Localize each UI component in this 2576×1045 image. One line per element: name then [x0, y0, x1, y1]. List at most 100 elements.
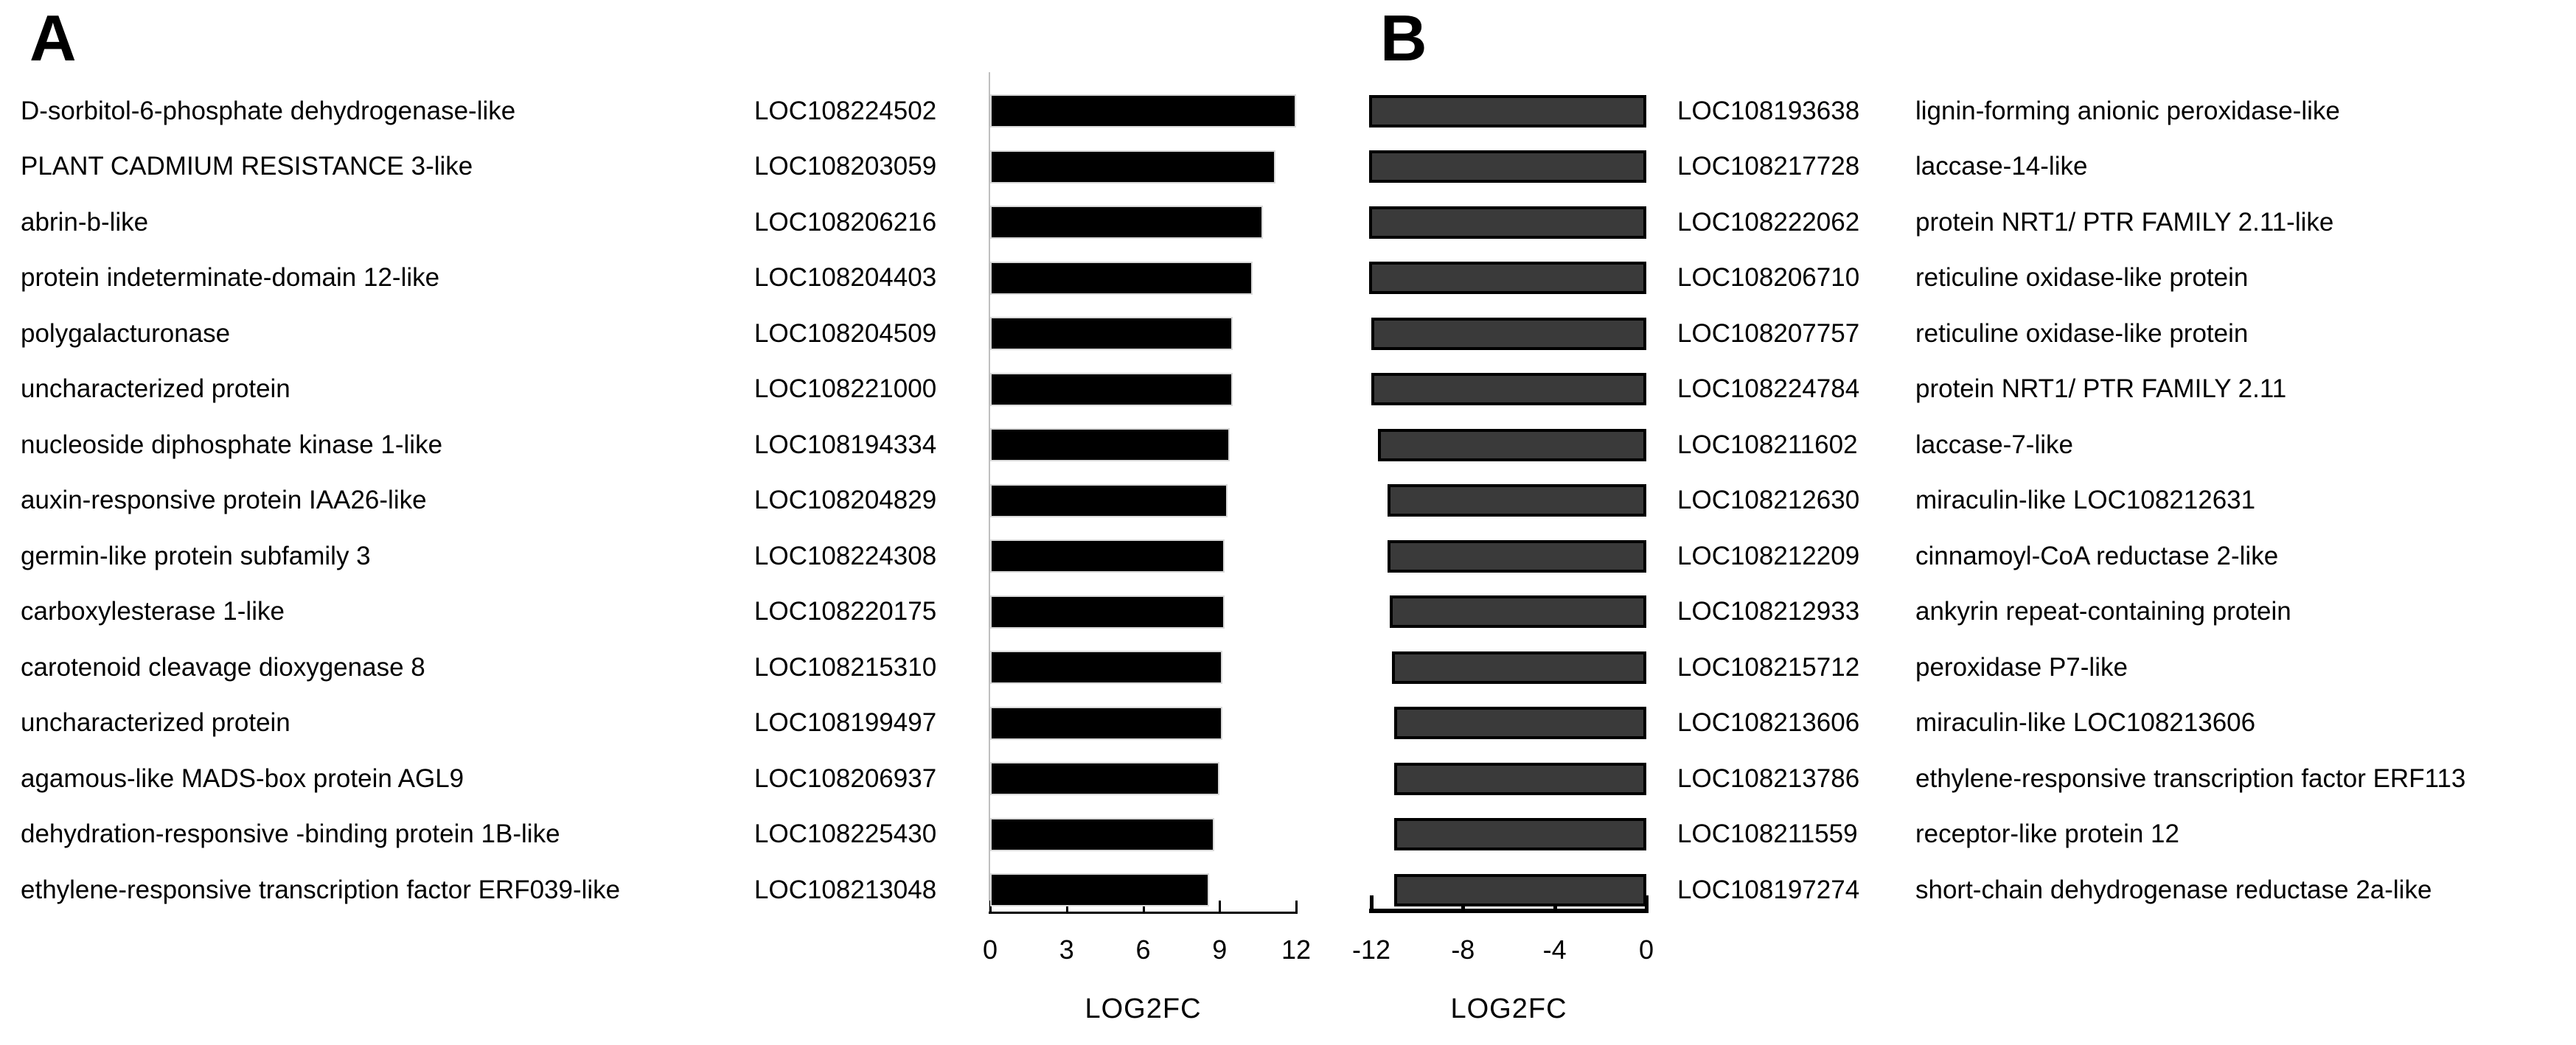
locus-id: LOC108211559 — [1677, 819, 1858, 848]
locus-id: LOC108224308 — [754, 541, 937, 570]
locus-id: LOC108206710 — [1677, 263, 1860, 292]
locus-id: LOC108207757 — [1677, 318, 1860, 348]
x-axis-tick-label: -12 — [1351, 934, 1391, 965]
x-axis-tick-label: 9 — [1212, 934, 1228, 965]
gene-description: germin-like protein subfamily 3 — [21, 541, 371, 570]
gene-description: D-sorbitol-6-phosphate dehydrogenase-lik… — [21, 96, 516, 125]
log2fc-bar — [990, 817, 1215, 851]
log2fc-bar — [990, 317, 1233, 350]
locus-id: LOC108220175 — [754, 597, 937, 626]
gene-description: cinnamoyl-CoA reductase 2-like — [1915, 541, 2279, 570]
x-axis-line — [1369, 909, 1648, 913]
gene-description: uncharacterized protein — [21, 708, 290, 737]
log2fc-bar — [1371, 317, 1646, 350]
gene-description: dehydration-responsive -binding protein … — [21, 819, 560, 848]
locus-id: LOC108194334 — [754, 430, 937, 459]
gene-description: abrin-b-like — [21, 207, 149, 237]
locus-id: LOC108215712 — [1677, 652, 1860, 682]
gene-description: nucleoside diphosphate kinase 1-like — [21, 430, 443, 459]
gene-description: uncharacterized protein — [21, 374, 290, 403]
gene-description: laccase-7-like — [1915, 430, 2073, 459]
log2fc-bar — [990, 150, 1276, 184]
log2fc-bar — [990, 651, 1222, 684]
gene-description: protein NRT1/ PTR FAMILY 2.11 — [1915, 374, 2287, 403]
x-axis-tick-label: -8 — [1451, 934, 1475, 965]
gene-description: carboxylesterase 1-like — [21, 597, 285, 626]
log2fc-bar — [990, 94, 1296, 127]
x-axis-tick — [1370, 895, 1374, 913]
x-axis-tick-label: 0 — [982, 934, 998, 965]
log2fc-bar — [990, 762, 1220, 795]
x-axis-tick — [1219, 901, 1222, 914]
log2fc-bar — [1387, 484, 1646, 517]
log2fc-bar — [1368, 94, 1646, 127]
log2fc-bar — [1387, 539, 1646, 573]
locus-id: LOC108225430 — [754, 819, 937, 848]
x-axis-tick — [1065, 901, 1068, 914]
locus-id: LOC108213606 — [1677, 708, 1860, 737]
gene-description: miraculin-like LOC108212631 — [1915, 486, 2256, 514]
log2fc-bar — [1371, 373, 1646, 405]
panel-b-label: B — [1380, 1, 1427, 74]
locus-id: LOC108212933 — [1677, 597, 1860, 626]
log2fc-bar — [990, 873, 1210, 906]
x-axis-tick-label: 0 — [1638, 934, 1654, 965]
locus-id: LOC108204509 — [754, 318, 937, 348]
log2fc-bar — [990, 595, 1225, 629]
locus-id: LOC108222062 — [1677, 207, 1860, 237]
x-axis-tick-label: 6 — [1135, 934, 1151, 965]
locus-id: LOC108212209 — [1677, 541, 1860, 570]
log2fc-bar — [1368, 150, 1646, 183]
log2fc-bar — [990, 428, 1230, 461]
gene-description: reticuline oxidase-like protein — [1915, 263, 2249, 292]
x-axis-tick-label: -4 — [1542, 934, 1567, 965]
gene-description: carotenoid cleavage dioxygenase 8 — [21, 652, 425, 682]
log2fc-bar — [990, 539, 1225, 573]
x-axis-title: LOG2FC — [1085, 993, 1202, 1024]
locus-id: LOC108204829 — [754, 486, 937, 514]
log2fc-bar — [1378, 428, 1646, 461]
gene-description: ethylene-responsive transcription factor… — [21, 875, 621, 904]
locus-id: LOC108221000 — [754, 374, 937, 403]
locus-id: LOC108217728 — [1677, 152, 1860, 181]
plot-area-left-edge — [989, 72, 990, 913]
log2fc-bar — [990, 706, 1222, 740]
locus-id: LOC108193638 — [1677, 96, 1860, 125]
gene-description: polygalacturonase — [21, 318, 231, 348]
gene-description: ethylene-responsive transcription factor… — [1915, 763, 2466, 793]
log2fc-bar — [1368, 262, 1646, 294]
locus-id: LOC108203059 — [754, 152, 937, 181]
locus-id: LOC108199497 — [754, 708, 937, 737]
log2fc-bar — [1394, 707, 1646, 739]
gene-description: PLANT CADMIUM RESISTANCE 3-like — [21, 152, 473, 181]
gene-description: auxin-responsive protein IAA26-like — [21, 486, 427, 514]
locus-id: LOC108212630 — [1677, 486, 1860, 514]
log2fc-bar — [1391, 651, 1646, 684]
locus-id: LOC108206216 — [754, 207, 937, 237]
log2fc-bar — [1389, 595, 1646, 628]
gene-description: laccase-14-like — [1915, 152, 2088, 181]
log2fc-bar — [990, 206, 1264, 239]
locus-id: LOC108197274 — [1677, 875, 1860, 904]
gene-description: protein NRT1/ PTR FAMILY 2.11-like — [1915, 207, 2334, 237]
x-axis-tick-label: 12 — [1281, 934, 1312, 965]
locus-id: LOC108213048 — [754, 875, 937, 904]
x-axis-tick — [1645, 895, 1649, 913]
gene-description: protein indeterminate-domain 12-like — [21, 263, 440, 292]
x-axis-tick — [989, 901, 992, 914]
x-axis-title: LOG2FC — [1450, 993, 1567, 1024]
log2fc-bar — [990, 372, 1233, 406]
x-axis-tick — [1295, 901, 1298, 914]
locus-id: LOC108206937 — [754, 763, 937, 793]
log2fc-bar — [1394, 762, 1646, 795]
gene-description: ankyrin repeat-containing protein — [1915, 597, 2291, 626]
log2fc-bar — [1394, 873, 1646, 906]
x-axis-tick-label: 3 — [1059, 934, 1074, 965]
gene-description: peroxidase P7-like — [1915, 652, 2128, 682]
panel-a-label: A — [29, 1, 77, 74]
gene-description: short-chain dehydrogenase reductase 2a-l… — [1915, 875, 2432, 904]
gene-description: receptor-like protein 12 — [1915, 819, 2179, 848]
locus-id: LOC108224784 — [1677, 374, 1860, 403]
gene-description: reticuline oxidase-like protein — [1915, 318, 2249, 348]
